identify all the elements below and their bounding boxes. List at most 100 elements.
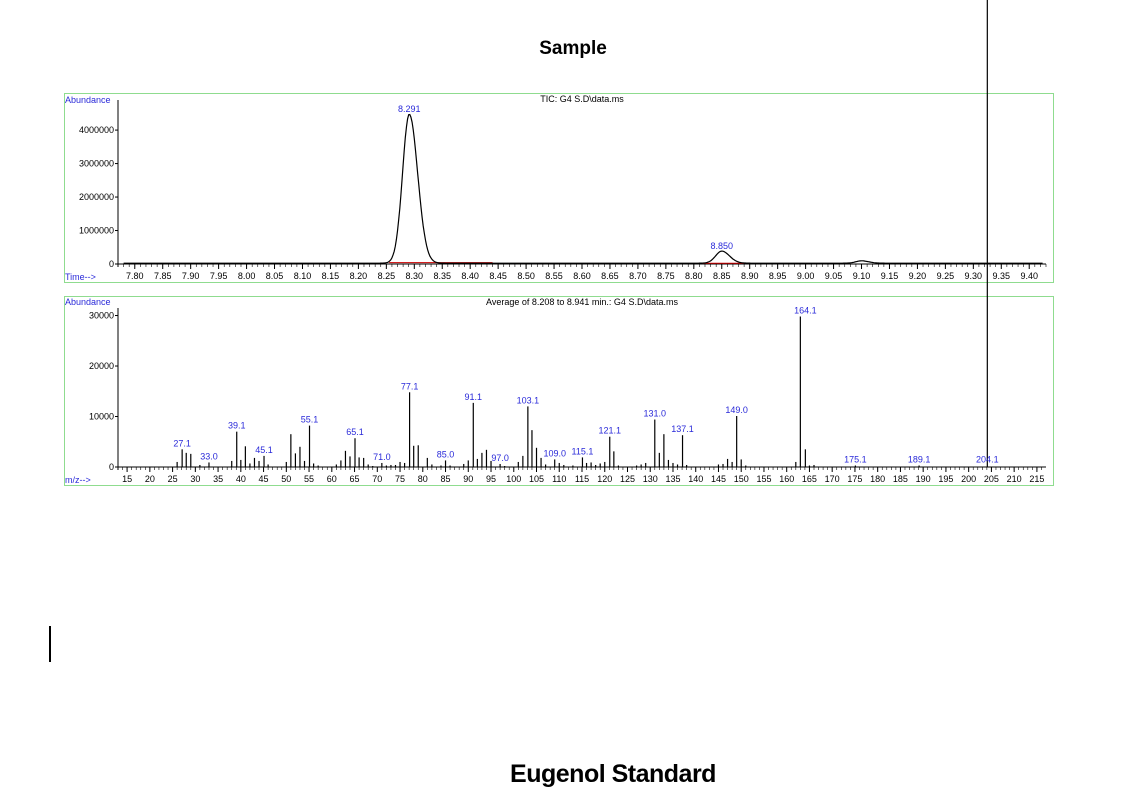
tic-x-tick-label: 7.95 [210,271,228,281]
ms-x-tick-label: 100 [506,474,521,484]
ms-peak-label: 33.0 [200,451,218,461]
ms-x-tick-label: 115 [575,474,589,484]
tic-x-tick-label: 8.25 [378,271,396,281]
ms-peak-label: 204.1 [976,454,999,464]
tic-x-tick-label: 8.15 [322,271,340,281]
tic-chart-frame [64,93,1054,283]
ms-x-tick-label: 20 [145,474,155,484]
tic-y-tick-label: 1000000 [79,226,114,236]
tic-x-tick-label: 8.60 [573,271,591,281]
ms-x-tick-label: 180 [870,474,885,484]
ms-peak-label: 121.1 [598,426,621,436]
ms-x-tick-label: 145 [711,474,726,484]
tic-x-tick-label: 8.40 [461,271,479,281]
tic-x-tick-label: 7.90 [182,271,200,281]
ms-x-tick-label: 135 [665,474,680,484]
ms-x-tick-label: 55 [304,474,314,484]
tic-y-tick-label: 0 [109,259,114,269]
tic-x-tick-label: 7.85 [154,271,172,281]
tic-y-tick-label: 3000000 [79,159,114,169]
ms-x-tick-label: 95 [486,474,496,484]
tic-x-tick-label: 8.90 [741,271,759,281]
ms-x-tick-label: 65 [350,474,360,484]
ms-x-tick-label: 140 [688,474,703,484]
ms-x-tick-label: 45 [259,474,269,484]
tic-x-tick-label: 8.10 [294,271,312,281]
tic-peak-label: 8.850 [710,241,733,251]
ms-plot-area: 15 20 25 30 35 40 45 50 55 60 65 70 75 80 85 90 95 100 105… [89,0,1046,484]
ms-peak-label: 39.1 [228,421,246,431]
ms-x-tick-label: 30 [190,474,200,484]
text-cursor [49,626,51,662]
ms-peak-label: 164.1 [794,306,817,316]
ms-x-tick-label: 85 [441,474,451,484]
ms-x-tick-label: 190 [916,474,931,484]
ms-peak-label: 97.0 [491,453,509,463]
tic-x-tick-label: 8.05 [266,271,284,281]
ms-x-tick-label: 205 [984,474,999,484]
ms-x-axis-label: m/z--> [65,475,91,485]
tic-y-tick-label: 4000000 [79,125,114,135]
tic-x-tick-label: 8.45 [489,271,507,281]
ms-x-tick-label: 80 [418,474,428,484]
ms-peak-label: 27.1 [173,438,191,448]
ms-x-tick-label: 90 [463,474,473,484]
tic-y-axis-label: Abundance [65,95,111,105]
ms-x-tick-label: 125 [620,474,635,484]
sample-title: Sample [539,38,607,59]
ms-x-tick-label: 165 [802,474,817,484]
ms-peak-label: 149.0 [725,405,748,415]
tic-x-tick-label: 9.05 [825,271,843,281]
tic-x-tick-label: 8.00 [238,271,256,281]
tic-x-tick-label: 9.20 [909,271,927,281]
ms-peak-label: 103.1 [517,395,540,405]
ms-y-tick-label: 10000 [89,412,114,422]
ms-peak-label: 55.1 [301,415,319,425]
tic-y-tick-label: 2000000 [79,192,114,202]
ms-x-tick-label: 160 [779,474,794,484]
tic-series-line [123,113,1043,264]
ms-x-tick-label: 170 [825,474,840,484]
tic-x-axis-label: Time--> [65,272,96,282]
mass-spectrum-chart: Abundance Average of 8.208 to 8.941 min.… [64,0,1054,486]
tic-x-tick-label: 8.80 [685,271,703,281]
ms-x-tick-label: 15 [122,474,132,484]
ms-peak-label: 189.1 [908,454,931,464]
ms-x-tick-label: 175 [847,474,862,484]
ms-peak-label: 175.1 [844,454,867,464]
tic-chart-title: TIC: G4 S.D\data.ms [540,94,624,104]
tic-x-tick-label: 8.50 [517,271,535,281]
ms-peak-label: 65.1 [346,427,364,437]
ms-peak-label: 137.1 [671,424,694,434]
ms-x-tick-label: 25 [168,474,178,484]
tic-x-tick-label: 8.95 [769,271,787,281]
ms-y-tick-label: 30000 [89,311,114,321]
ms-x-tick-label: 215 [1029,474,1044,484]
ms-x-tick-label: 130 [643,474,658,484]
ms-peak-label: 131.0 [644,409,667,419]
ms-x-tick-label: 155 [756,474,771,484]
tic-x-tick-label: 9.35 [993,271,1011,281]
ms-x-tick-label: 50 [281,474,291,484]
ms-x-tick-label: 40 [236,474,246,484]
ms-peak-label: 91.1 [465,392,483,402]
ms-x-tick-label: 110 [552,474,566,484]
tic-x-tick-label: 8.55 [545,271,563,281]
tic-x-tick-label: 8.85 [713,271,731,281]
ms-y-tick-label: 0 [109,462,114,472]
ms-x-tick-label: 75 [395,474,405,484]
tic-x-tick-label: 9.25 [937,271,955,281]
tic-x-tick-label: 9.40 [1020,271,1038,281]
ms-peak-label: 115.1 [572,446,594,456]
tic-x-tick-label: 8.70 [629,271,647,281]
ms-x-tick-label: 60 [327,474,337,484]
ms-chart-title: Average of 8.208 to 8.941 min.: G4 S.D\d… [486,297,678,307]
ms-y-tick-label: 20000 [89,361,114,371]
tic-x-tick-label: 8.30 [406,271,424,281]
tic-plot-area: 7.80 7.85 7.90 7.95 8.00 8.05 8.10 8.15 8.20 8.25… [79,100,1047,281]
tic-chart: Abundance TIC: G4 S.D\data.ms Time--> 7.… [64,93,1054,283]
tic-x-tick-label: 8.20 [350,271,368,281]
tic-x-tick-label: 9.10 [853,271,871,281]
ms-x-tick-label: 35 [213,474,223,484]
tic-x-tick-label: 9.00 [797,271,815,281]
